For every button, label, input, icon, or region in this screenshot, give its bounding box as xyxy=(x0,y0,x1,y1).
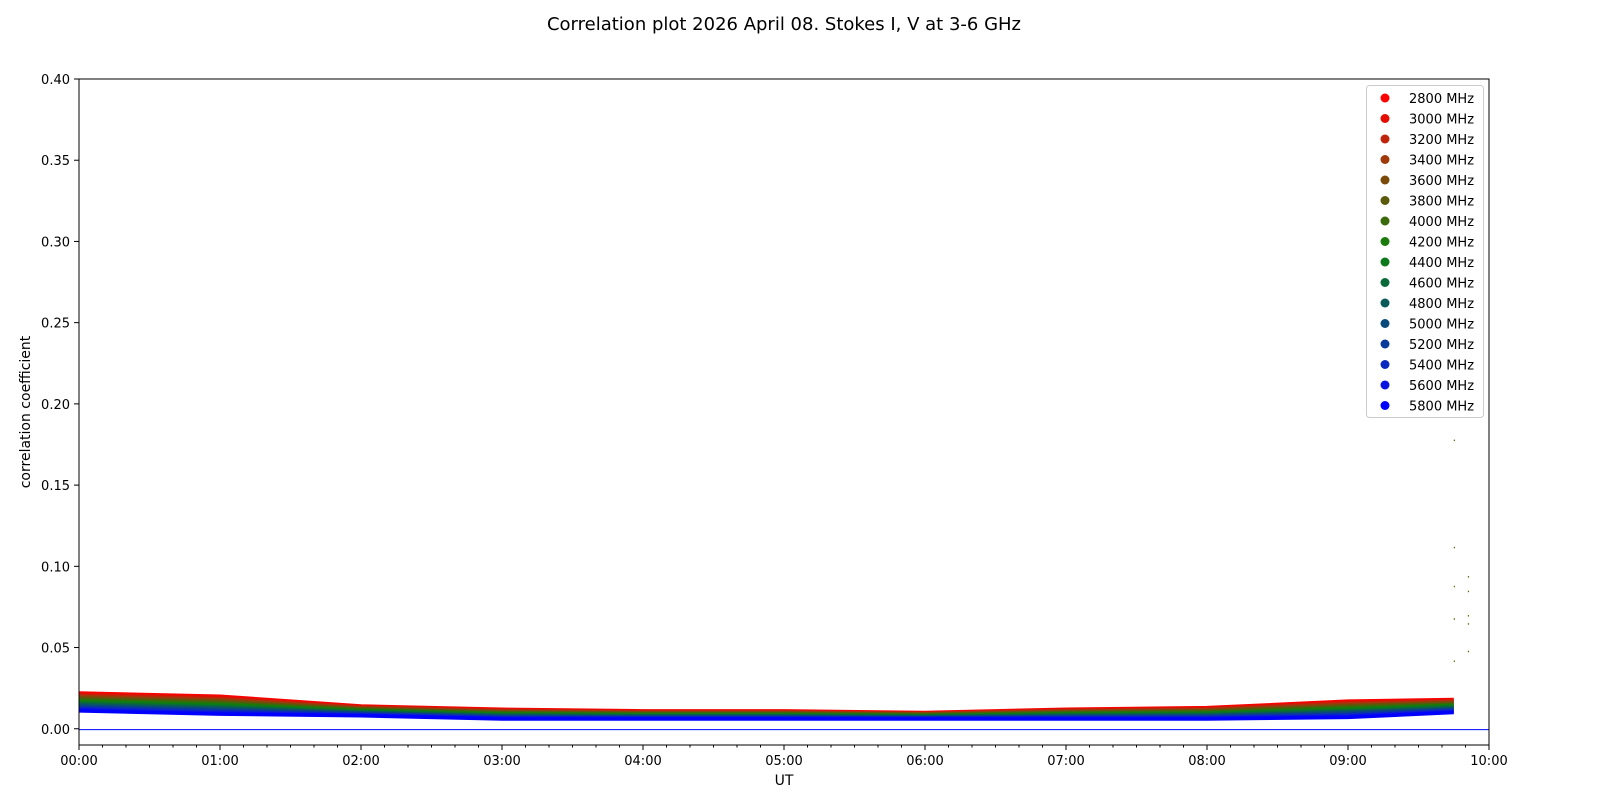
y-tick-label: 0.20 xyxy=(41,398,70,413)
legend-box xyxy=(1366,85,1484,418)
legend-label: 3400 MHz xyxy=(1409,154,1474,169)
outlier-point xyxy=(1467,590,1470,593)
y-tick-label: 0.15 xyxy=(41,479,70,494)
outlier-point xyxy=(1467,615,1470,617)
legend-marker xyxy=(1380,196,1390,205)
outlier-point xyxy=(1453,546,1455,549)
y-tick-label: 0.35 xyxy=(41,154,70,169)
legend-marker xyxy=(1380,257,1390,267)
x-tick-label: 09:00 xyxy=(1329,754,1366,769)
y-tick-label: 0.05 xyxy=(41,642,70,657)
legend: 2800 MHz 3000 MHz 3200 MHz 3400 MHz 3600 MHz… xyxy=(1366,85,1484,418)
x-tick-label: 00:00 xyxy=(60,754,97,769)
x-tick-label: 02:00 xyxy=(342,754,379,769)
y-tick-label: 0.30 xyxy=(41,235,70,250)
legend-marker xyxy=(1380,114,1390,123)
x-axis-label: UT xyxy=(775,773,794,789)
x-tick-label: 05:00 xyxy=(765,754,802,769)
y-tick-label: 0.25 xyxy=(41,317,70,332)
x-tick-label: 03:00 xyxy=(483,754,520,769)
legend-label: 4800 MHz xyxy=(1409,297,1474,312)
legend-marker xyxy=(1380,175,1390,185)
legend-label: 5400 MHz xyxy=(1409,359,1474,374)
legend-marker xyxy=(1380,298,1390,308)
legend-label: 2800 MHz xyxy=(1409,92,1474,107)
legend-marker xyxy=(1380,319,1390,328)
legend-label: 4200 MHz xyxy=(1409,236,1474,251)
legend-label: 4400 MHz xyxy=(1409,256,1474,271)
legend-marker xyxy=(1380,237,1390,246)
chart-title: Correlation plot 2026 April 08. Stokes I… xyxy=(547,14,1021,35)
legend-marker xyxy=(1380,380,1390,390)
legend-marker xyxy=(1380,93,1390,103)
legend-label: 3000 MHz xyxy=(1409,113,1474,128)
y-tick-label: 0.10 xyxy=(41,560,70,575)
outlier-point xyxy=(1453,585,1455,588)
series-line-5800-mhz xyxy=(78,709,1454,721)
legend-marker xyxy=(1380,216,1390,226)
legend-label: 3200 MHz xyxy=(1409,133,1474,148)
y-tick-label: 0.40 xyxy=(41,73,70,88)
legend-label: 3800 MHz xyxy=(1409,195,1474,210)
x-tick-label: 06:00 xyxy=(906,754,943,769)
y-axis-label: correlation coefficient xyxy=(18,335,34,488)
x-tick-label: 10:00 xyxy=(1470,754,1507,769)
x-tick-label: 04:00 xyxy=(624,754,661,769)
legend-label: 5200 MHz xyxy=(1409,338,1474,353)
legend-label: 3600 MHz xyxy=(1409,174,1474,189)
legend-marker xyxy=(1380,401,1390,410)
x-tick-label: 07:00 xyxy=(1047,754,1084,769)
legend-marker xyxy=(1380,360,1390,369)
plot-frame xyxy=(78,78,1490,746)
legend-label: 5000 MHz xyxy=(1409,318,1474,333)
legend-marker xyxy=(1380,155,1390,164)
outlier-point xyxy=(1467,576,1470,578)
legend-label: 5800 MHz xyxy=(1409,400,1474,415)
outlier-point xyxy=(1467,623,1470,625)
outlier-point xyxy=(1453,439,1455,442)
legend-marker xyxy=(1380,134,1390,144)
outlier-point xyxy=(1453,660,1455,663)
x-tick-label: 01:00 xyxy=(201,754,238,769)
legend-label: 4600 MHz xyxy=(1409,277,1474,292)
legend-marker xyxy=(1380,339,1390,349)
legend-label: 4000 MHz xyxy=(1409,215,1474,230)
x-tick-label: 08:00 xyxy=(1188,754,1225,769)
y-tick-label: 0.00 xyxy=(41,723,70,738)
outlier-point xyxy=(1467,650,1470,653)
legend-label: 5600 MHz xyxy=(1409,379,1474,394)
outlier-point xyxy=(1453,618,1455,620)
legend-marker xyxy=(1380,278,1390,287)
